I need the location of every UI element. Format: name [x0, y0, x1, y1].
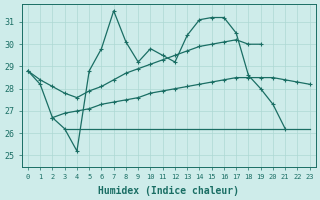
X-axis label: Humidex (Indice chaleur): Humidex (Indice chaleur): [98, 186, 239, 196]
